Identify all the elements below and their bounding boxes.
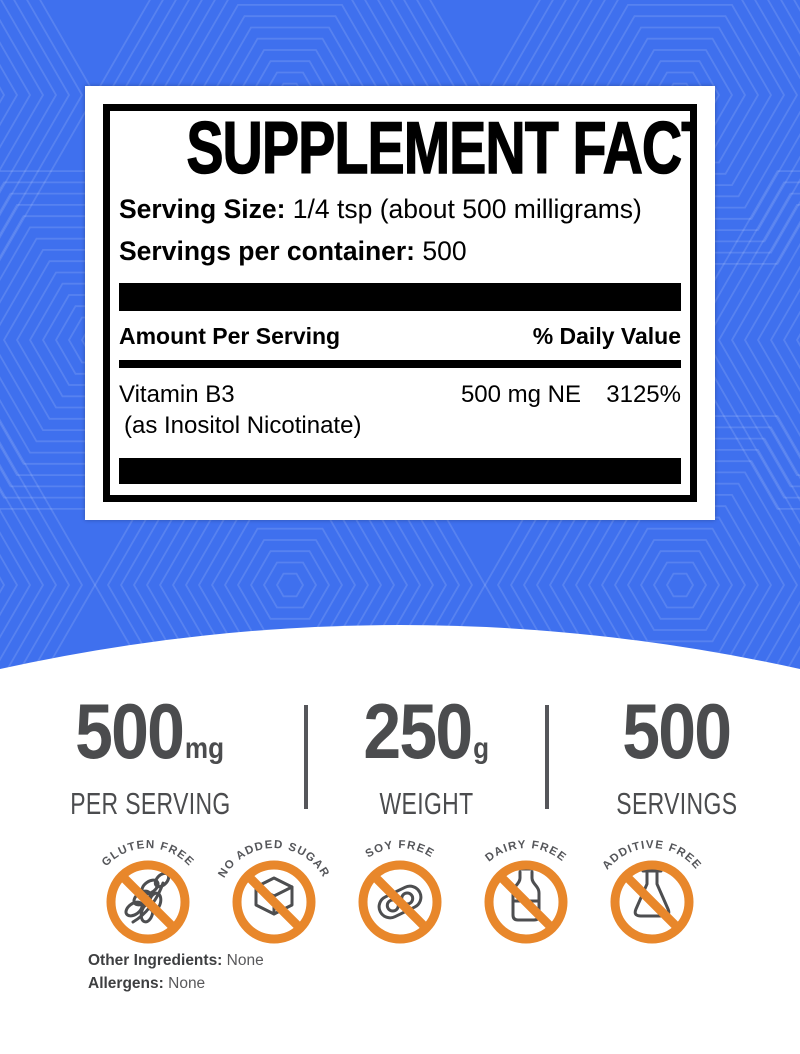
prohibition-slash: [244, 872, 304, 932]
stat-value: 250g: [364, 692, 490, 786]
stat-label: SERVINGS: [616, 786, 738, 821]
divider-bar-bottom: [119, 458, 681, 484]
amount-per-serving-header: Amount Per Serving: [119, 323, 341, 349]
ingredients-notes: Other Ingredients: None Allergens: None: [88, 950, 264, 995]
stat-value: 500: [622, 692, 732, 786]
flask-icon: [633, 869, 671, 918]
prohibition-ring: [358, 860, 442, 944]
prohibition-slash: [118, 872, 178, 932]
prohibition-slash: [496, 872, 556, 932]
stat-per-serving: 500mg PER SERVING: [42, 692, 259, 821]
header-rule: [119, 360, 681, 368]
serving-size-label: Serving Size:: [119, 194, 286, 224]
servings-label: Servings per container:: [119, 236, 416, 266]
badge-soy-free: SOY FREE: [358, 839, 442, 944]
servings-per-container-line: Servings per container: 500: [119, 236, 681, 266]
prohibition-ring: [484, 860, 568, 944]
divider-bar-top: [119, 283, 681, 311]
stat-divider: [304, 705, 309, 809]
stats-row: 500mg PER SERVING 250g WEIGHT 500 SERVIN…: [0, 692, 800, 821]
allergens-line: Allergens: None: [88, 973, 264, 996]
serving-size-value: 1/4 tsp (about 500 milligrams): [292, 194, 642, 224]
nutrient-form: (as Inositol Nicotinate): [124, 412, 362, 439]
nutrient-daily-value: 3125%: [606, 381, 681, 408]
other-ingredients-line: Other Ingredients: None: [88, 950, 264, 973]
stat-unit: g: [473, 732, 490, 765]
prohibition-slash: [622, 872, 682, 932]
nutrient-name: Vitamin B3: [119, 381, 235, 408]
other-ingredients-label: Other Ingredients:: [88, 952, 223, 969]
serving-size-line: Serving Size: 1/4 tsp (about 500 milligr…: [119, 194, 681, 224]
stat-label: WEIGHT: [379, 786, 474, 821]
stat-number: 250: [363, 687, 474, 775]
badge-no-added-sugar: NO ADDED SUGAR: [216, 839, 331, 944]
stat-number: 500: [75, 687, 185, 775]
stat-servings: 500 SERVINGS: [595, 692, 759, 821]
badge-additive-free: ADDITIVE FREE: [600, 839, 702, 944]
prohibition-ring: [106, 860, 190, 944]
servings-value: 500: [422, 236, 467, 266]
stat-value: 500mg: [75, 692, 225, 786]
allergens-value: None: [168, 974, 206, 992]
stat-unit: mg: [185, 732, 225, 765]
prohibition-slash: [370, 872, 430, 932]
stat-divider: [544, 705, 549, 809]
other-ingredients-value: None: [226, 952, 264, 969]
stat-number: 500: [621, 687, 732, 775]
facts-title: SUPPLEMENT FACTS: [186, 108, 697, 189]
stat-label: PER SERVING: [69, 786, 231, 821]
nutrient-name-cell: Vitamin B3 (as Inositol Nicotinate): [119, 379, 461, 441]
nutrient-amount: 500 mg NE: [460, 381, 581, 408]
stat-weight: 250g WEIGHT: [354, 692, 498, 821]
badge-label: NO ADDED SUGAR: [216, 839, 331, 880]
supplement-facts-panel: SUPPLEMENT FACTS Serving Size: 1/4 tsp (…: [85, 86, 715, 520]
supplement-facts-border: SUPPLEMENT FACTS Serving Size: 1/4 tsp (…: [103, 104, 697, 502]
daily-value-header: % Daily Value: [532, 323, 681, 349]
badges-row: GLUTEN FREE NO ADDED SUGAR SOY FREE: [0, 824, 800, 948]
badge-gluten-free: GLUTEN FREE: [100, 839, 195, 944]
curve-divider: [0, 625, 800, 700]
facts-table-header: Amount Per Serving % Daily Value: [119, 323, 681, 349]
badge-label: SOY FREE: [364, 839, 437, 860]
prohibition-ring: [232, 860, 316, 944]
table-row: Vitamin B3 (as Inositol Nicotinate) 500 …: [119, 379, 681, 441]
allergens-label: Allergens:: [88, 974, 164, 992]
prohibition-ring: [610, 860, 694, 944]
badge-dairy-free: DAIRY FREE: [483, 839, 568, 944]
